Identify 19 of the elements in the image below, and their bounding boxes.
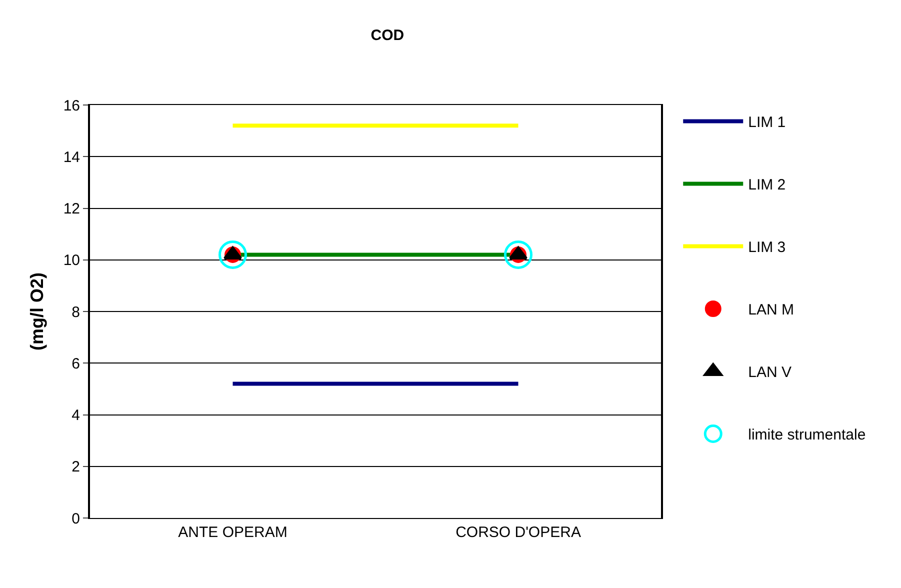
y-tick-label: 2 (72, 458, 80, 476)
y-tick-label: 6 (72, 355, 80, 372)
legend-label: LIM 2 (748, 176, 786, 194)
x-tick-label: ANTE OPERAM (178, 524, 288, 541)
y-axis-title: (mg/l O2) (27, 272, 48, 351)
y-tick-label: 12 (63, 200, 80, 218)
legend-label: LAN M (748, 302, 794, 319)
chart-title: COD (370, 26, 404, 44)
legend-label: LIM 1 (748, 114, 786, 132)
y-tick-label: 0 (72, 510, 80, 528)
legend-label: LIM 3 (748, 239, 786, 256)
y-tick-label: 4 (72, 407, 80, 424)
y-tick-label: 16 (63, 97, 80, 114)
x-tick-label: CORSO D'OPERA (456, 524, 581, 541)
y-tick-label: 14 (63, 148, 80, 166)
y-tick-label: 10 (63, 252, 80, 270)
y-tick-label: 8 (72, 304, 80, 321)
legend-label: limite strumentale (748, 426, 866, 444)
legend-label: LAN V (748, 364, 792, 382)
